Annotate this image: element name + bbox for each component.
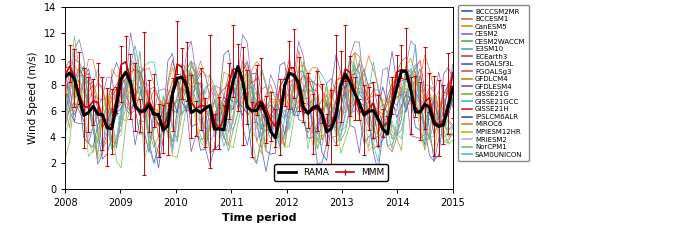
Legend: BCCCSM2MR, BCCESM1, CanESM5, CESM2, CESM2WACCM, E3SM10, ECEarth3, FGOALSf3L, FGO: BCCCSM2MR, BCCESM1, CanESM5, CESM2, CESM… — [458, 5, 529, 161]
Y-axis label: Wind Speed (m/s): Wind Speed (m/s) — [28, 52, 38, 144]
X-axis label: Time period: Time period — [222, 213, 296, 223]
